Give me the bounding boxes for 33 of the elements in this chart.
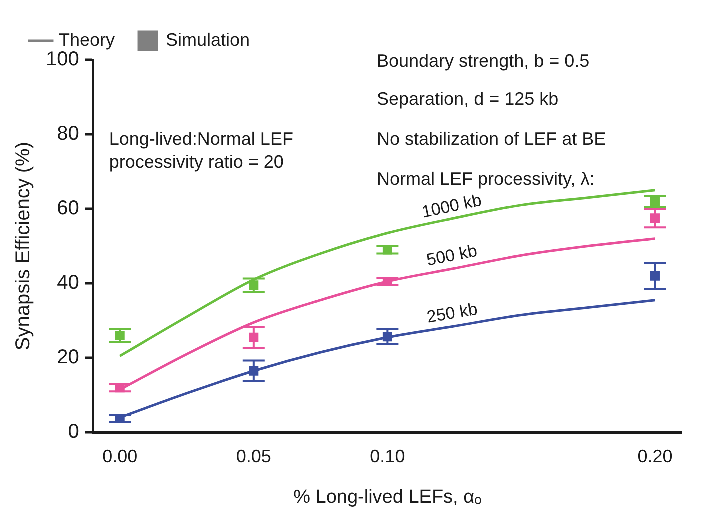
text: 250 kb — [426, 300, 480, 327]
x-tick-label: 0.00 — [102, 446, 138, 466]
point — [650, 196, 660, 206]
point — [650, 271, 660, 281]
text: 1000 kb — [420, 190, 484, 222]
point — [115, 383, 125, 393]
point — [115, 330, 125, 340]
y-tick-label: 100 — [46, 48, 80, 71]
x-tick-label: 0.20 — [638, 446, 673, 466]
point — [650, 214, 660, 224]
line-series — [118, 189, 656, 358]
point — [382, 245, 392, 255]
legend-label: Theory — [59, 30, 116, 50]
annotation: No stabilization of LEF at BE — [377, 128, 606, 149]
y-tick-label: 60 — [57, 198, 80, 220]
x-axis-title: % Long-lived LEFs, αₒ — [294, 486, 482, 508]
y-tick-label: 40 — [57, 272, 80, 294]
y-tick-label: 80 — [57, 123, 80, 146]
text: 500 kb — [425, 241, 479, 270]
x-tick-label: 0.05 — [236, 446, 272, 466]
point — [382, 332, 392, 342]
y-tick-label: 20 — [57, 346, 80, 369]
y-tick-label: 0 — [68, 421, 80, 444]
point — [249, 332, 259, 342]
point — [249, 280, 259, 290]
legend-label: Simulation — [166, 30, 250, 50]
annotation: Long-lived:Normal LEF processivity ratio = 20 — [109, 128, 294, 172]
annotation: Normal LEF processivity, λ: — [377, 168, 595, 189]
y-axis-title: Synapsis Efficiency (%) — [12, 142, 35, 351]
point — [249, 366, 259, 376]
annotation: Separation, d = 125 kb — [377, 88, 559, 109]
x-tick-label: 0.10 — [370, 446, 406, 466]
annotation: Boundary strength, b = 0.5 — [377, 50, 590, 71]
